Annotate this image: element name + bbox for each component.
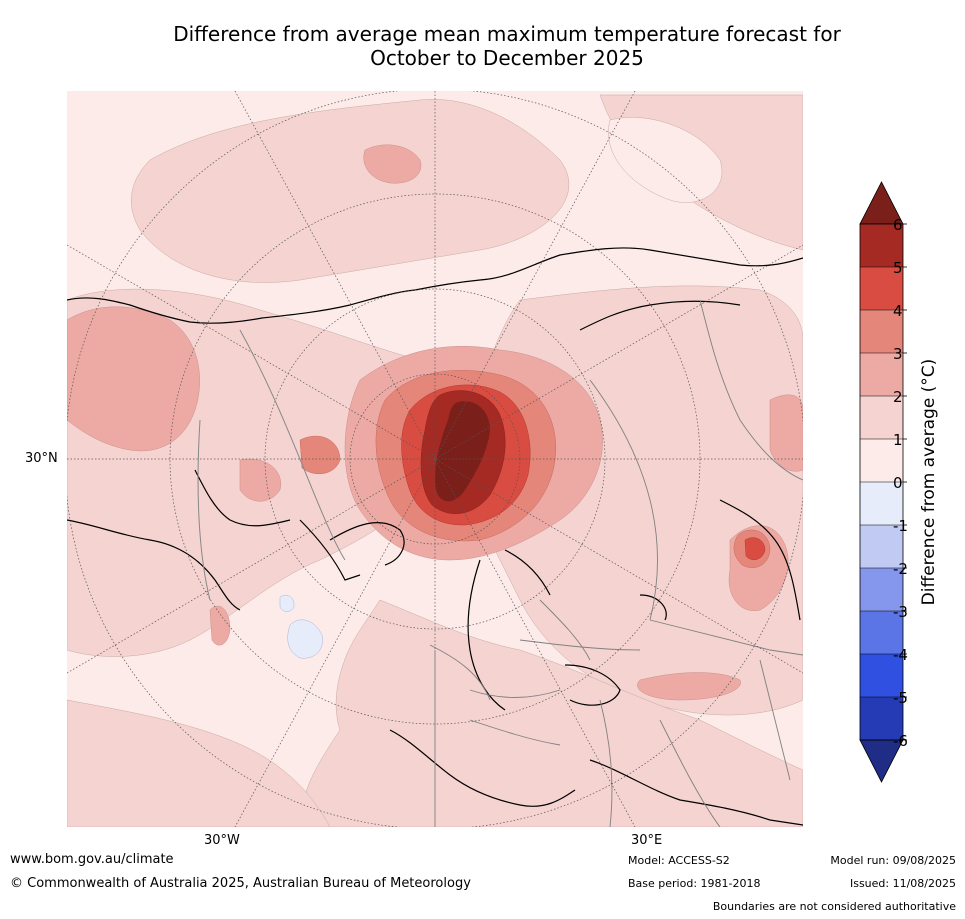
colorbar-tick-label: -6 bbox=[893, 732, 908, 750]
colorbar-label: Difference from average (°C) bbox=[919, 359, 939, 606]
colorbar-tick-label: -2 bbox=[893, 560, 908, 578]
colorbar-tick-label: 2 bbox=[893, 388, 903, 406]
colorbar-tick-label: 0 bbox=[893, 474, 903, 492]
coastlines bbox=[67, 247, 803, 826]
lon-label-30e: 30°E bbox=[631, 833, 663, 848]
copyright-text: © Commonwealth of Australia 2025, Austra… bbox=[10, 876, 471, 891]
colorbar-segment bbox=[860, 568, 903, 611]
colorbar-segment bbox=[860, 353, 903, 396]
country-borders bbox=[429, 299, 803, 827]
colorbar-tick-label: -5 bbox=[893, 689, 908, 707]
colorbar: 6 5 4 3 2 1 0 -1 -2 -3 -4 -5 -6 bbox=[859, 181, 908, 783]
anomaly-1-2-regions bbox=[67, 94, 803, 827]
colorbar-segment bbox=[860, 310, 903, 353]
colorbar-tick-label: 1 bbox=[893, 431, 903, 449]
title-line-1: Difference from average mean maximum tem… bbox=[173, 22, 841, 46]
anomaly-0-neg1-regions bbox=[279, 594, 323, 659]
boundaries-note: Boundaries are not considered authoritat… bbox=[712, 900, 956, 913]
base-period-text: Base period: 1981-2018 bbox=[628, 877, 761, 890]
model-text: Model: ACCESS-S2 bbox=[628, 854, 730, 867]
map-panel[interactable] bbox=[65, 89, 805, 829]
colorbar-segment bbox=[860, 525, 903, 568]
title-line-2: October to December 2025 bbox=[370, 46, 644, 70]
colorbar-tick-label: -1 bbox=[893, 517, 908, 535]
colorbar-segment bbox=[860, 482, 903, 525]
colorbar-tick-label: -3 bbox=[893, 603, 908, 621]
colorbar-tick-label: 6 bbox=[893, 216, 903, 234]
colorbar-segment bbox=[860, 697, 903, 740]
issued-text: Issued: 11/08/2025 bbox=[849, 877, 956, 890]
anomaly-above-6-regions bbox=[434, 401, 490, 502]
colorbar-segment bbox=[860, 267, 903, 310]
website-link[interactable]: www.bom.gov.au/climate bbox=[10, 852, 174, 867]
graticule-solid bbox=[197, 329, 436, 827]
lon-label-30w: 30°W bbox=[204, 833, 240, 848]
model-run-text: Model run: 09/08/2025 bbox=[830, 854, 956, 867]
colorbar-segment bbox=[860, 654, 903, 697]
colorbar-segment bbox=[860, 611, 903, 654]
colorbar-segment bbox=[860, 224, 903, 267]
colorbar-tick-label: 3 bbox=[893, 345, 903, 363]
colorbar-segment bbox=[860, 439, 903, 482]
colorbar-segment bbox=[860, 396, 903, 439]
colorbar-tick-label: 5 bbox=[893, 259, 903, 277]
colorbar-tick-label: -4 bbox=[893, 646, 908, 664]
map-title: Difference from average mean maximum tem… bbox=[0, 22, 965, 70]
colorbar-tick-label: 4 bbox=[893, 302, 903, 320]
lat-label-30n: 30°N bbox=[25, 451, 58, 466]
